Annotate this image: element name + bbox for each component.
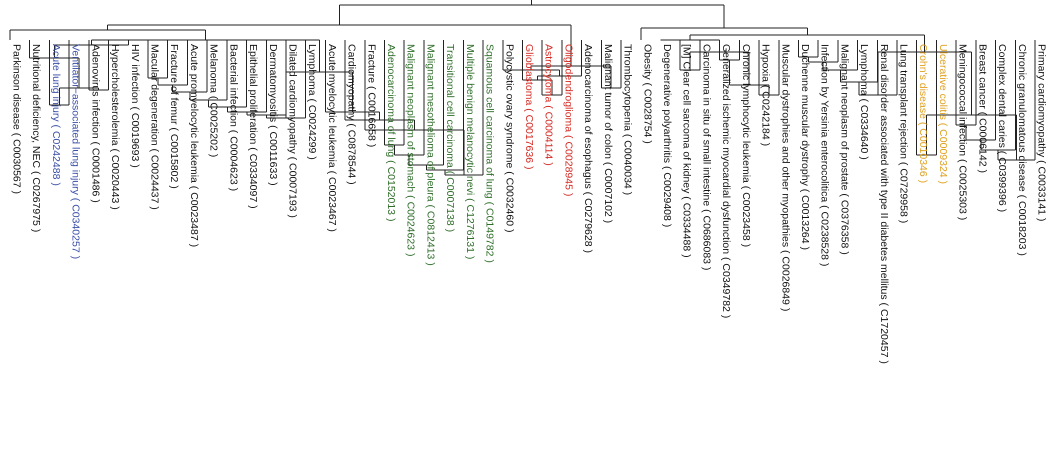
leaf-label: Breast cancer ( C0006142 )	[976, 44, 988, 173]
leaf-label: Multiple benign melanocytic nevi ( C1276…	[464, 44, 476, 259]
leaf-label: Nutritional deficiency, NEC ( C0267975 )	[30, 44, 42, 232]
leaf-label: Bacterial infection ( C0004623 )	[227, 44, 239, 191]
leaf-label: Fracture ( C0016658 )	[365, 44, 377, 147]
leaf-label: Malignant mesothelioma of pleura ( C0812…	[424, 44, 436, 266]
leaf-label: Oligodendroglioma ( C0028945 )	[562, 44, 574, 196]
leaf-label: Dilated cardiomyopathy ( C0007193 )	[286, 44, 298, 218]
leaf-label: Complex dental caries ( C0399396 )	[996, 44, 1008, 212]
leaf-label: Crohn's disease ( C0010346 )	[917, 44, 929, 183]
leaf-label: Hypercholesterolemia ( C0020443 )	[109, 44, 121, 210]
leaf-label: Astrocytoma ( C0004114 )	[543, 44, 555, 166]
leaf-label: Adenocarcinoma of esophagus ( C0279628 )	[582, 44, 594, 253]
leaf-label: Cardiomyopathy ( C0878544 )	[346, 44, 358, 185]
leaf-label: Malignant neoplasm of stomach ( C0024623…	[405, 44, 417, 256]
leaf-label: Lymphoma ( C0334640 )	[858, 44, 870, 160]
leaf-label: Malignant tumor of colon ( C0007102 )	[602, 44, 614, 223]
leaf-label: Dermatomyositis ( C0011633 )	[267, 44, 279, 186]
leaf-label: Duchenne muscular dystrophy ( C0013264 )	[799, 44, 811, 250]
leaf-label: Polycystic ovary syndrome ( C0032460 )	[503, 44, 515, 233]
leaf-label: Squamous cell carcinoma of lung ( C01497…	[484, 44, 496, 263]
leaf-label: Lymphoma ( C0024299 )	[306, 44, 318, 160]
leaf-label: Parkinson disease ( C0030567 )	[11, 44, 23, 194]
leaf-label: Malignant neoplasm of prostate ( C037635…	[838, 44, 850, 255]
leaf-label: [M] Clear cell sarcoma of kidney ( C0334…	[681, 44, 693, 258]
leaf-label: Transitional cell carcinoma ( C0007138 )	[444, 44, 456, 232]
leaf-label: Glioblastoma ( C0017636 )	[523, 44, 535, 169]
leaf-label: Renal disorder associated with type II d…	[878, 44, 890, 364]
leaf-label: HIV infection ( C0019693 )	[129, 44, 141, 168]
leaf-label: Acute myelocytic leukemia ( C0023467 )	[326, 44, 338, 232]
leaf-label: Adenovirus infection ( C0001486 )	[89, 44, 101, 203]
leaf-label: Ulcerative colitis ( C0009324 )	[937, 44, 949, 184]
leaf-label: Degenerative polyarthritis ( C0029408 )	[661, 44, 673, 227]
dendrogram-branches	[9, 0, 1036, 176]
leaf-label: Acute lung injury ( C0242488 )	[50, 44, 62, 186]
leaf-label: Lung transplant rejection ( C0729958 )	[898, 44, 910, 223]
leaf-label: Carcinoma in situ of small intestine ( C…	[700, 44, 712, 270]
leaf-label: Muscular dystrophies and other myopathie…	[779, 44, 791, 311]
leaf-label: Ventilator−associated lung injury ( C034…	[70, 44, 82, 259]
leaf-labels: Parkinson disease ( C0030567 ) Nutritiona…	[11, 44, 1048, 364]
leaf-label: Thrombocytopenia ( C0040034 )	[622, 44, 634, 195]
leaf-label: Obesity ( C0028754 )	[641, 44, 653, 144]
leaf-label: Meningococcal infection ( C0025303 )	[957, 44, 969, 220]
leaf-label: Chronic lymphocytic leukemia ( C0023458 …	[740, 44, 752, 247]
leaf-label: Fracture of femur ( C0015802 )	[168, 44, 180, 189]
leaf-label: Adenocarcinoma of lung ( C0152013 )	[385, 44, 397, 221]
leaf-label: Infection by Yersinia enterocolitica ( C…	[819, 44, 831, 266]
leaf-label: Macular degeneration ( C0024437 )	[148, 44, 160, 210]
leaf-label: Melanoma ( C0025202 )	[208, 44, 220, 157]
leaf-label: Generalized ischemic myocardial dysfunct…	[720, 44, 732, 318]
leaf-label: Primary cardiomyopathy ( C0033141 )	[1036, 44, 1048, 221]
leaf-label: Chronic granulomatous disease ( C0018203…	[1016, 44, 1028, 256]
leaf-label: Epithelial proliferation ( C0334097 )	[247, 44, 259, 209]
leaf-label: Hypoxia ( C0242184 )	[760, 44, 772, 146]
leaf-label: Acute promyelocytic leukemia ( C0023487 …	[188, 44, 200, 247]
